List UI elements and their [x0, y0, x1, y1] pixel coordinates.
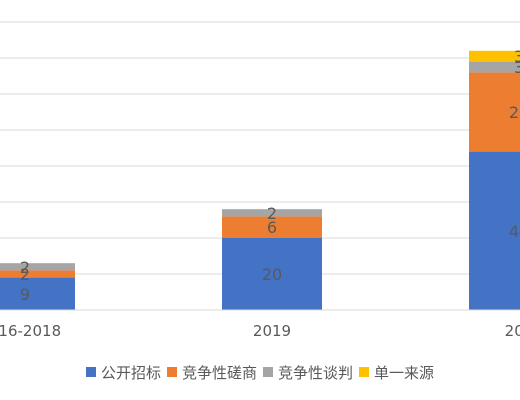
- x-tick-label: 202: [505, 322, 520, 340]
- x-tick-labels: 016-2018 2019 202: [0, 322, 520, 340]
- legend-item: 单一来源: [359, 362, 434, 383]
- data-label: 2: [20, 258, 30, 277]
- legend-swatch: [85, 367, 96, 377]
- data-label: 44: [509, 222, 520, 241]
- legend-label: 单一来源: [374, 364, 435, 382]
- x-tick-label: 2019: [253, 322, 291, 340]
- legend-label: 竞争性磋商: [181, 364, 257, 382]
- bar-segment: [469, 61, 520, 73]
- legend-swatch: [359, 367, 370, 377]
- legend-item: 公开招标: [85, 362, 161, 383]
- bar-segment: [469, 72, 520, 152]
- bar-segment: [469, 50, 520, 62]
- data-label: 6: [267, 218, 277, 237]
- bar-segment: [0, 270, 75, 278]
- x-tick-label: 016-2018: [0, 322, 61, 340]
- gridlines: [0, 21, 520, 275]
- legend-item: 竞争性磋商: [166, 362, 257, 383]
- legend-swatch: [263, 367, 273, 377]
- legend-label: 公开招标: [100, 364, 161, 382]
- bars: [0, 50, 520, 310]
- data-label: 3: [514, 58, 520, 77]
- bar-segment: [222, 209, 322, 217]
- data-label: 9: [20, 285, 30, 304]
- legend-swatch: [166, 367, 177, 377]
- data-label: 20: [262, 265, 282, 284]
- legend-item: 竞争性谈判: [263, 362, 353, 383]
- data-labels: 9222062442233: [20, 47, 520, 304]
- data-label: 22: [509, 103, 520, 122]
- legend-label: 竞争性谈判: [278, 364, 354, 382]
- data-label: 2: [20, 265, 30, 284]
- bar-segment: [0, 263, 75, 271]
- data-label: 2: [267, 204, 277, 223]
- legend: 公开招标 竞争性磋商 竞争性谈判 单一来源: [0, 362, 520, 383]
- bar-segment: [469, 151, 520, 310]
- bar-segment: [222, 216, 322, 238]
- bar-segment: [0, 277, 75, 310]
- data-label: 3: [514, 47, 520, 66]
- bar-segment: [222, 238, 322, 310]
